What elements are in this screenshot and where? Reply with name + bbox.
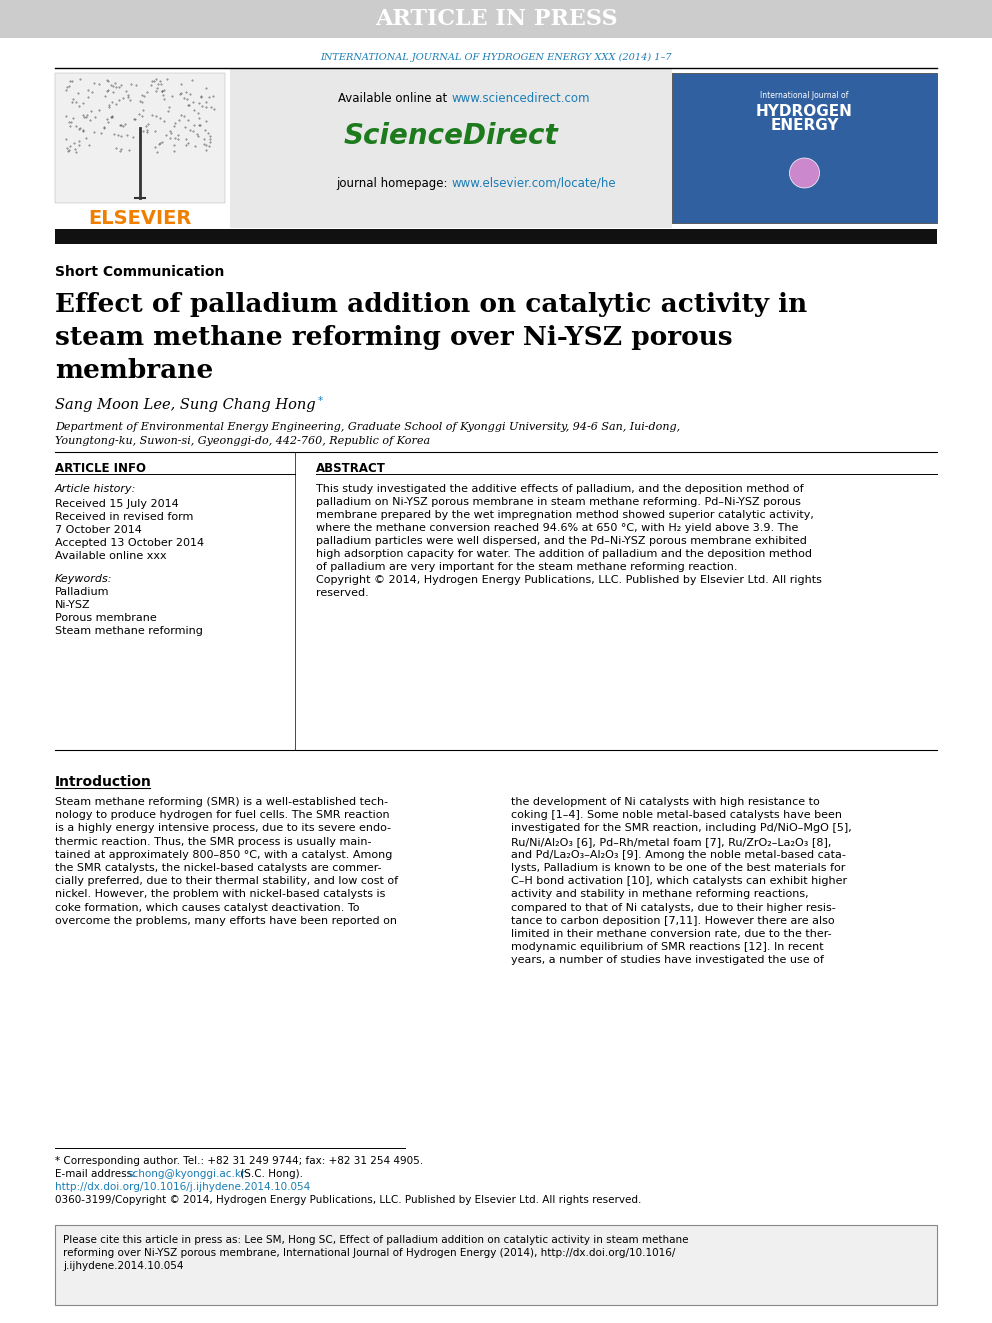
Text: reforming over Ni-YSZ porous membrane, International Journal of Hydrogen Energy : reforming over Ni-YSZ porous membrane, I…	[63, 1248, 676, 1258]
Text: and Pd/La₂O₃–Al₂O₃ [9]. Among the noble metal-based cata-: and Pd/La₂O₃–Al₂O₃ [9]. Among the noble …	[511, 849, 846, 860]
Text: palladium particles were well dispersed, and the Pd–Ni-YSZ porous membrane exhib: palladium particles were well dispersed,…	[316, 536, 806, 546]
Text: Available online at: Available online at	[338, 91, 451, 105]
Text: Received 15 July 2014: Received 15 July 2014	[55, 499, 179, 509]
Text: Youngtong-ku, Suwon-si, Gyeonggi-do, 442-760, Republic of Korea: Youngtong-ku, Suwon-si, Gyeonggi-do, 442…	[55, 437, 431, 446]
Text: compared to that of Ni catalysts, due to their higher resis-: compared to that of Ni catalysts, due to…	[511, 902, 835, 913]
Text: reserved.: reserved.	[316, 587, 369, 598]
Text: Received in revised form: Received in revised form	[55, 512, 193, 523]
Bar	[672, 73, 937, 224]
Text: years, a number of studies have investigated the use of: years, a number of studies have investig…	[511, 955, 824, 966]
Text: limited in their methane conversion rate, due to the ther-: limited in their methane conversion rate…	[511, 929, 831, 939]
Text: Copyright © 2014, Hydrogen Energy Publications, LLC. Published by Elsevier Ltd. : Copyright © 2014, Hydrogen Energy Public…	[316, 576, 822, 585]
Text: palladium on Ni-YSZ porous membrane in steam methane reforming. Pd–Ni-YSZ porous: palladium on Ni-YSZ porous membrane in s…	[316, 497, 801, 507]
Text: (S.C. Hong).: (S.C. Hong).	[237, 1170, 303, 1179]
Text: cially preferred, due to their thermal stability, and low cost of: cially preferred, due to their thermal s…	[55, 876, 398, 886]
Bar	[672, 73, 937, 224]
Text: overcome the problems, many efforts have been reported on: overcome the problems, many efforts have…	[55, 916, 397, 926]
Text: the development of Ni catalysts with high resistance to: the development of Ni catalysts with hig…	[511, 796, 819, 807]
Text: the SMR catalysts, the nickel-based catalysts are commer-: the SMR catalysts, the nickel-based cata…	[55, 863, 382, 873]
Text: Department of Environmental Energy Engineering, Graduate School of Kyonggi Unive: Department of Environmental Energy Engin…	[55, 422, 681, 433]
Bar	[55, 73, 225, 202]
Text: *: *	[318, 396, 323, 406]
Text: where the methane conversion reached 94.6% at 650 °C, with H₂ yield above 3.9. T: where the methane conversion reached 94.…	[316, 523, 799, 533]
Text: INTERNATIONAL JOURNAL OF HYDROGEN ENERGY XXX (2014) 1–7: INTERNATIONAL JOURNAL OF HYDROGEN ENERGY…	[320, 53, 672, 62]
Text: www.sciencedirect.com: www.sciencedirect.com	[451, 91, 589, 105]
Text: membrane: membrane	[55, 359, 213, 382]
Text: coking [1–4]. Some noble metal-based catalysts have been: coking [1–4]. Some noble metal-based cat…	[511, 810, 842, 820]
Text: tained at approximately 800–850 °C, with a catalyst. Among: tained at approximately 800–850 °C, with…	[55, 849, 393, 860]
Text: Effect of palladium addition on catalytic activity in: Effect of palladium addition on catalyti…	[55, 292, 807, 318]
Text: ABSTRACT: ABSTRACT	[316, 462, 386, 475]
Text: * Corresponding author. Tel.: +82 31 249 9744; fax: +82 31 254 4905.: * Corresponding author. Tel.: +82 31 249…	[55, 1156, 424, 1166]
Text: j.ijhydene.2014.10.054: j.ijhydene.2014.10.054	[63, 1261, 184, 1271]
Text: steam methane reforming over Ni-YSZ porous: steam methane reforming over Ni-YSZ poro…	[55, 325, 733, 351]
Text: tance to carbon deposition [7,11]. However there are also: tance to carbon deposition [7,11]. Howev…	[511, 916, 834, 926]
Text: is a highly energy intensive process, due to its severe endo-: is a highly energy intensive process, du…	[55, 823, 391, 833]
Text: Ni-YSZ: Ni-YSZ	[55, 601, 90, 610]
Text: thermic reaction. Thus, the SMR process is usually main-: thermic reaction. Thus, the SMR process …	[55, 836, 371, 847]
Text: Steam methane reforming: Steam methane reforming	[55, 626, 203, 636]
Text: Palladium: Palladium	[55, 587, 109, 597]
Text: membrane prepared by the wet impregnation method showed superior catalytic activ: membrane prepared by the wet impregnatio…	[316, 509, 813, 520]
Text: HYDROGEN: HYDROGEN	[756, 103, 853, 119]
Text: Ru/Ni/Al₂O₃ [6], Pd–Rh/metal foam [7], Ru/ZrO₂–La₂O₃ [8],: Ru/Ni/Al₂O₃ [6], Pd–Rh/metal foam [7], R…	[511, 836, 831, 847]
Text: high adsorption capacity for water. The addition of palladium and the deposition: high adsorption capacity for water. The …	[316, 549, 812, 560]
Text: ELSEVIER: ELSEVIER	[88, 209, 191, 228]
Text: ScienceDirect: ScienceDirect	[343, 122, 558, 149]
Text: Available online xxx: Available online xxx	[55, 550, 167, 561]
Text: of palladium are very important for the steam methane reforming reaction.: of palladium are very important for the …	[316, 562, 737, 572]
Text: This study investigated the additive effects of palladium, and the deposition me: This study investigated the additive eff…	[316, 484, 804, 493]
Text: nology to produce hydrogen for fuel cells. The SMR reaction: nology to produce hydrogen for fuel cell…	[55, 810, 390, 820]
Text: ARTICLE IN PRESS: ARTICLE IN PRESS	[375, 8, 617, 30]
Text: Short Communication: Short Communication	[55, 265, 224, 279]
Text: Sang Moon Lee, Sung Chang Hong: Sang Moon Lee, Sung Chang Hong	[55, 398, 315, 411]
Text: investigated for the SMR reaction, including Pd/NiO–MgO [5],: investigated for the SMR reaction, inclu…	[511, 823, 852, 833]
Text: Keywords:: Keywords:	[55, 574, 112, 583]
Text: Accepted 13 October 2014: Accepted 13 October 2014	[55, 538, 204, 548]
Text: Article history:: Article history:	[55, 484, 136, 493]
Text: 0360-3199/Copyright © 2014, Hydrogen Energy Publications, LLC. Published by Else: 0360-3199/Copyright © 2014, Hydrogen Ene…	[55, 1195, 642, 1205]
Bar	[0, 0, 992, 38]
Circle shape	[790, 157, 819, 188]
Text: http://dx.doi.org/10.1016/j.ijhydene.2014.10.054: http://dx.doi.org/10.1016/j.ijhydene.201…	[55, 1181, 310, 1192]
Text: coke formation, which causes catalyst deactivation. To: coke formation, which causes catalyst de…	[55, 902, 359, 913]
Text: nickel. However, the problem with nickel-based catalysts is: nickel. However, the problem with nickel…	[55, 889, 385, 900]
Text: Steam methane reforming (SMR) is a well-established tech-: Steam methane reforming (SMR) is a well-…	[55, 796, 388, 807]
Bar	[230, 67, 672, 228]
Text: activity and stability in methane reforming reactions,: activity and stability in methane reform…	[511, 889, 808, 900]
Text: ENERGY: ENERGY	[770, 118, 839, 132]
Bar	[55, 229, 937, 243]
Text: schong@kyonggi.ac.kr: schong@kyonggi.ac.kr	[127, 1170, 245, 1179]
Text: E-mail address:: E-mail address:	[55, 1170, 139, 1179]
Bar	[55, 1225, 937, 1304]
Text: 7 October 2014: 7 October 2014	[55, 525, 142, 534]
Text: International Journal of: International Journal of	[760, 90, 849, 99]
Text: lysts, Palladium is known to be one of the best materials for: lysts, Palladium is known to be one of t…	[511, 863, 845, 873]
Text: modynamic equilibrium of SMR reactions [12]. In recent: modynamic equilibrium of SMR reactions […	[511, 942, 823, 953]
Text: www.elsevier.com/locate/he: www.elsevier.com/locate/he	[451, 176, 616, 189]
Text: Introduction: Introduction	[55, 775, 152, 789]
Text: ARTICLE INFO: ARTICLE INFO	[55, 462, 146, 475]
Text: journal homepage:: journal homepage:	[335, 176, 451, 189]
Text: C–H bond activation [10], which catalysts can exhibit higher: C–H bond activation [10], which catalyst…	[511, 876, 847, 886]
Text: Porous membrane: Porous membrane	[55, 613, 157, 623]
Text: Please cite this article in press as: Lee SM, Hong SC, Effect of palladium addit: Please cite this article in press as: Le…	[63, 1234, 688, 1245]
